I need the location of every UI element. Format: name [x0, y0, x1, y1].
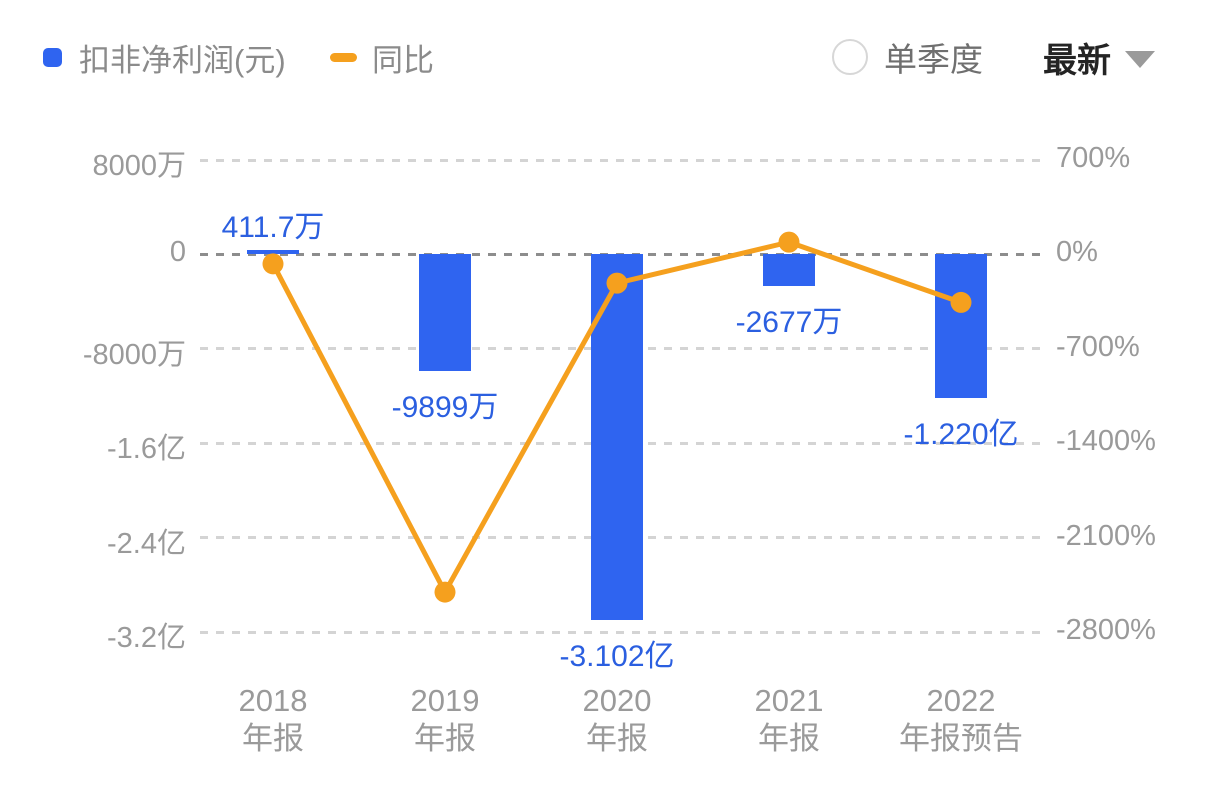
- legend-item-yoy[interactable]: 同比: [330, 36, 434, 78]
- x-axis-label: 2019 年报: [410, 683, 480, 756]
- right-axis-tick: 700%: [1056, 142, 1131, 174]
- x-axis-label: 2018 年报: [238, 683, 308, 756]
- profit-bar[interactable]: [935, 254, 987, 399]
- x-axis-label: 2020 年报: [582, 683, 652, 756]
- left-axis-tick: -8000万: [82, 338, 186, 371]
- profit-bar[interactable]: [419, 254, 471, 372]
- chart-header: 扣非净利润(元) 同比 单季度 最新: [0, 0, 1224, 90]
- right-axis-tick: 0%: [1056, 236, 1098, 269]
- left-axis-tick: -1.6亿: [107, 433, 186, 466]
- single-quarter-radio[interactable]: 单季度: [832, 33, 983, 81]
- bar-value-label: -9899万: [391, 391, 499, 425]
- gridline: [200, 630, 1040, 634]
- bar-value-label: -1.220亿: [903, 418, 1019, 452]
- profit-bar[interactable]: [591, 254, 643, 621]
- chevron-down-icon: [1125, 51, 1155, 68]
- right-axis-tick: -2100%: [1056, 519, 1156, 552]
- bar-value-label: -3.102亿: [559, 640, 675, 674]
- period-dropdown-label: 最新: [1043, 42, 1111, 80]
- yoy-data-point[interactable]: [606, 272, 628, 294]
- line-series-swatch-icon: [330, 52, 357, 62]
- profit-bar[interactable]: [763, 254, 815, 286]
- legend-yoy-label: 同比: [372, 42, 434, 78]
- right-axis-tick: -1400%: [1056, 425, 1156, 458]
- left-axis-tick: 8000万: [92, 150, 186, 182]
- period-dropdown[interactable]: 最新: [1043, 33, 1155, 82]
- bar-value-label: 411.7万: [221, 210, 325, 244]
- yoy-data-point[interactable]: [778, 231, 800, 253]
- gridline: [200, 158, 1040, 162]
- bar-series-swatch-icon: [43, 47, 62, 67]
- yoy-data-point[interactable]: [950, 291, 972, 313]
- x-axis-label: 2022 年报预告: [899, 683, 1023, 756]
- legend-item-profit[interactable]: 扣非净利润(元): [43, 36, 286, 78]
- bar-value-label: -2677万: [735, 305, 843, 339]
- left-axis-tick: -3.2亿: [107, 622, 186, 654]
- radio-circle-icon[interactable]: [832, 39, 868, 75]
- yoy-data-point[interactable]: [262, 253, 284, 275]
- right-axis-tick: -700%: [1056, 330, 1140, 363]
- single-quarter-label: 单季度: [884, 41, 983, 78]
- right-axis-tick: -2800%: [1056, 614, 1156, 646]
- x-axis-label: 2021 年报: [754, 683, 824, 756]
- yoy-data-point[interactable]: [434, 581, 456, 603]
- left-axis-tick: -2.4亿: [107, 527, 186, 560]
- left-axis-tick: 0: [169, 236, 186, 269]
- legend-profit-label: 扣非净利润(元): [79, 42, 286, 78]
